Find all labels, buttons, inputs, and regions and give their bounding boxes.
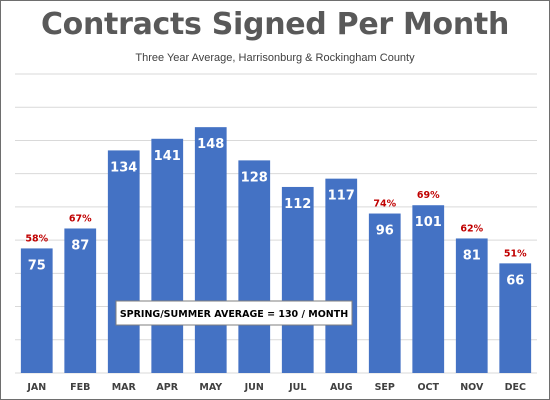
bar-mar: [107, 150, 140, 373]
percent-label: 51%: [504, 248, 527, 259]
bar-value-label: 117: [328, 189, 355, 204]
bar-dec: [499, 263, 532, 373]
bar-value-label: 66: [506, 273, 524, 288]
chart-title: Contracts Signed Per Month: [40, 7, 510, 42]
bar-feb: [64, 228, 97, 373]
percent-label: 74%: [373, 199, 396, 210]
bar-value-label: 112: [284, 197, 311, 212]
bar-value-label: 148: [197, 137, 224, 152]
bar-may: [194, 127, 227, 374]
bar-oct: [412, 205, 445, 373]
bar-jun: [238, 160, 271, 373]
x-tick-label: APR: [156, 382, 178, 393]
x-axis-ticks: JAN FEB MAR APR MAY JUN JUL AUG SEP OCT NOV DEC: [26, 382, 526, 393]
x-tick-label: SEP: [375, 382, 395, 393]
x-tick-label: DEC: [505, 382, 526, 393]
bar-value-label: 75: [28, 258, 46, 273]
chart-subtitle: Three Year Average, Harrisonburg & Rocki…: [135, 52, 415, 64]
bar-apr: [151, 138, 184, 373]
bar-value-label: 101: [415, 215, 442, 230]
x-tick-label: JUN: [244, 382, 264, 393]
x-tick-label: OCT: [417, 382, 439, 393]
percent-label: 58%: [25, 233, 48, 244]
x-tick-label: NOV: [460, 382, 484, 393]
bar-value-label: 87: [71, 238, 89, 253]
percent-label: 69%: [417, 190, 440, 201]
bar-value-label: 96: [376, 224, 394, 239]
gridlines: [15, 73, 537, 374]
average-annotation: SPRING/SUMMER AVERAGE = 130 / MONTH: [115, 300, 353, 326]
bar-jan: [20, 248, 53, 373]
x-tick-label: MAY: [199, 382, 222, 393]
annotation-box: [115, 300, 353, 326]
bar-jul: [281, 186, 314, 373]
x-tick-label: MAR: [112, 382, 137, 393]
percent-label: 62%: [460, 223, 483, 234]
bars: [20, 127, 532, 374]
percent-label: 67%: [69, 213, 92, 224]
x-tick-label: JAN: [26, 382, 46, 393]
bar-value-label: 134: [110, 160, 137, 175]
bar-value-label: 141: [154, 149, 181, 164]
bar-value-label: 81: [463, 248, 481, 263]
x-tick-label: JUL: [288, 382, 306, 393]
bar-nov: [455, 238, 488, 373]
x-tick-label: FEB: [70, 382, 90, 393]
bar-labels: 75 58% 87 67% 134 141 148 128 112 117 96 74% 101 69% 8…: [25, 137, 527, 288]
annotation-text: SPRING/SUMMER AVERAGE = 130 / MONTH: [120, 309, 348, 320]
bar-aug: [325, 178, 358, 373]
bar-sep: [368, 213, 401, 373]
x-tick-label: AUG: [330, 382, 353, 393]
bar-value-label: 128: [241, 170, 268, 185]
